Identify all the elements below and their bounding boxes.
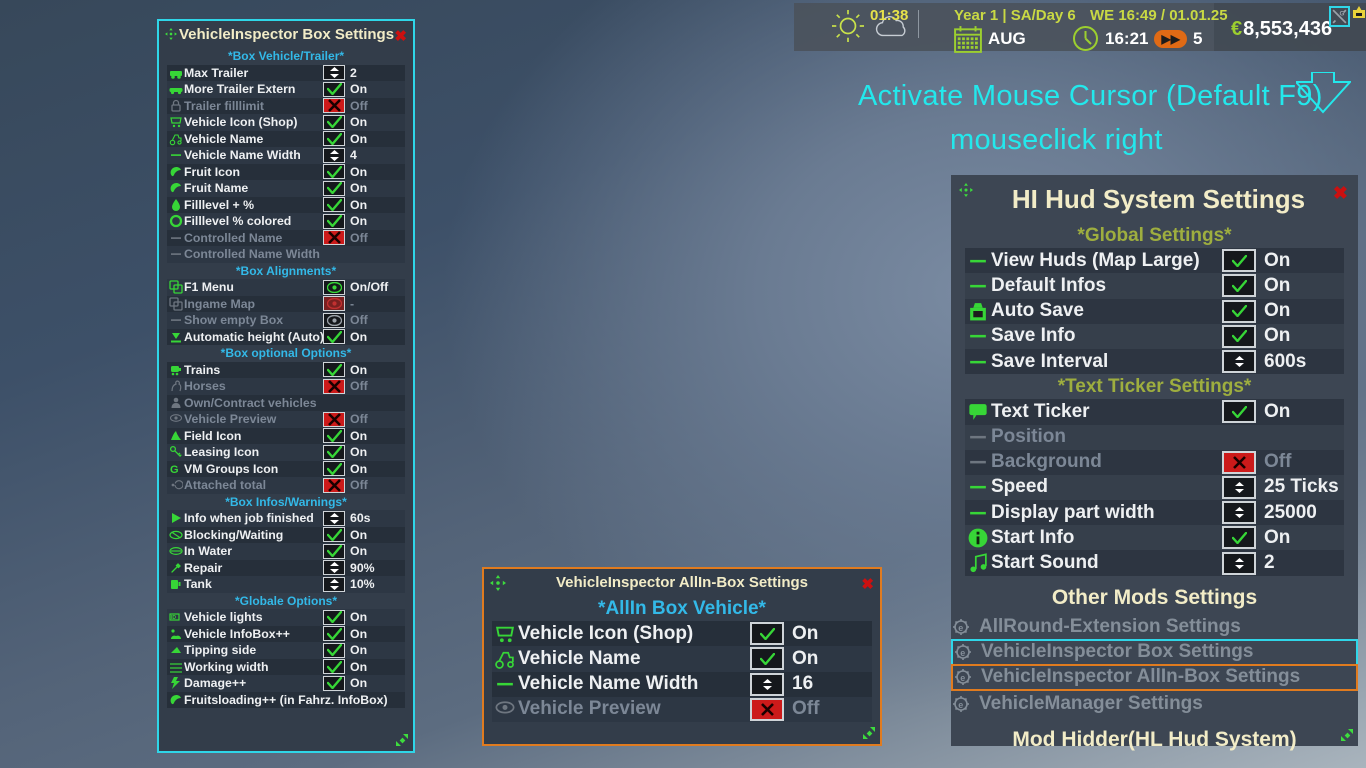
svg-text:e: e <box>958 700 963 710</box>
svg-text:e: e <box>958 623 963 633</box>
svg-text:e: e <box>960 673 965 683</box>
svg-text:G: G <box>1340 10 1345 17</box>
svg-text:ID: ID <box>171 615 176 621</box>
svg-text:G: G <box>170 464 179 476</box>
svg-text:e: e <box>960 648 965 658</box>
